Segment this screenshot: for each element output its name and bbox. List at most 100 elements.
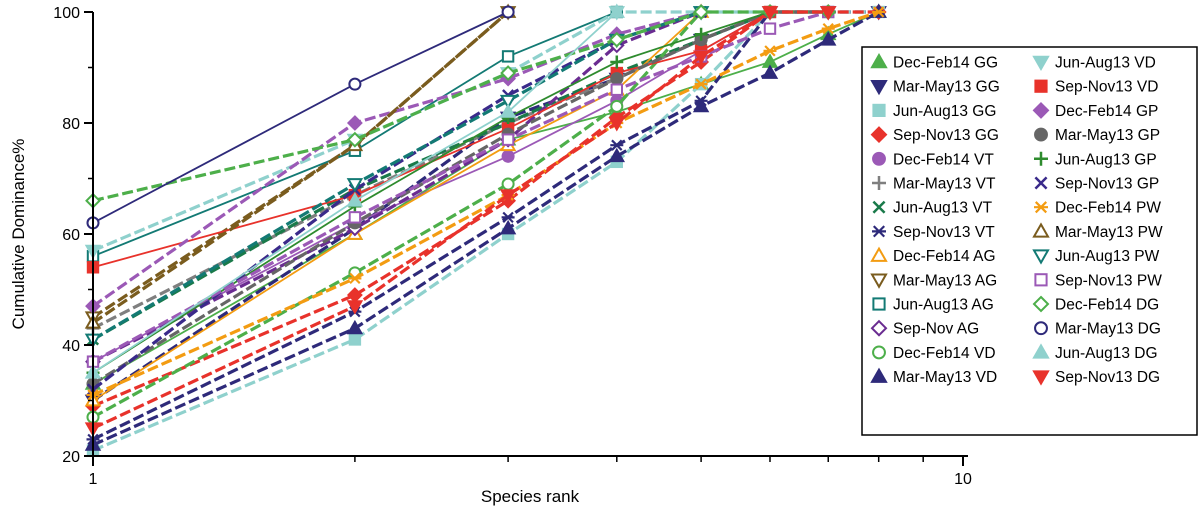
legend-label: Jun-Aug13 GG [893, 103, 996, 120]
legend-label: Dec-Feb14 VD [893, 345, 996, 362]
data-point [820, 31, 837, 46]
legend-entry: Jun-Aug13 VT [872, 200, 993, 217]
series-line [92, 10, 510, 319]
data-point [610, 139, 624, 151]
series-line [92, 10, 880, 397]
legend-marker [870, 52, 888, 69]
legend-entry: Dec-Feb14 DG [1032, 295, 1159, 314]
series-line [92, 10, 771, 341]
x-tick-label: 10 [954, 471, 972, 488]
data-point [694, 27, 708, 41]
data-point [346, 115, 363, 131]
legend-entry: Mar-May13 GP [1034, 127, 1160, 144]
legend-label: Sep-Nov13 GG [893, 127, 999, 144]
series-line [92, 11, 702, 402]
data-point [499, 219, 517, 235]
legend-label: Mar-May13 GP [1055, 127, 1160, 144]
y-tick-label: 60 [62, 227, 80, 244]
legend-marker [870, 319, 888, 337]
legend-entry: Dec-Feb14 VD [872, 345, 996, 362]
data-point [761, 64, 779, 79]
series-line [92, 10, 703, 419]
legend-marker [1032, 55, 1050, 72]
series-7 [86, 5, 777, 346]
series-line [92, 10, 702, 308]
legend-label: Dec-Feb14 DG [1055, 297, 1159, 314]
data-point [610, 83, 623, 96]
data-point [346, 178, 364, 193]
data-point [608, 31, 625, 48]
legend-marker [872, 225, 886, 238]
legend-marker [1034, 201, 1048, 214]
data-point [610, 55, 624, 69]
legend-label: Jun-Aug13 VT [893, 200, 993, 217]
data-point [499, 94, 517, 110]
data-point [763, 22, 777, 35]
series-line [92, 11, 880, 385]
legend-label: Dec-Feb14 GP [1055, 103, 1158, 120]
data-point [610, 99, 624, 113]
legend-marker [872, 345, 886, 360]
data-point [872, 6, 886, 18]
y-tick-label: 80 [62, 116, 80, 133]
legend-label: Sep-Nov13 GP [1055, 176, 1159, 193]
legend-entry: Jun-Aug13 DG [1032, 343, 1158, 362]
legend-marker [870, 126, 888, 144]
series-line [92, 10, 770, 253]
data-point [761, 6, 779, 21]
legend-marker [1034, 127, 1048, 142]
data-point [608, 117, 626, 132]
y-tick-label: 20 [62, 449, 80, 466]
legend-entry: Mar-May13 VD [870, 367, 997, 386]
legend-marker [870, 79, 888, 96]
series-line [92, 11, 509, 224]
legend-entry: Sep-Nov AG [870, 319, 979, 338]
legend-entry: Dec-Feb14 AG [870, 246, 996, 265]
y-tick-label: 100 [53, 5, 80, 22]
data-point [693, 4, 710, 20]
legend-entry: Dec-Feb14 VT [872, 151, 994, 168]
legend-label: Dec-Feb14 GG [893, 55, 998, 72]
legend-entry: Sep-Nov13 PW [1034, 272, 1162, 289]
data-point [820, 6, 837, 21]
legend-marker [1032, 222, 1050, 238]
legend-marker [1032, 249, 1050, 265]
series-28 [84, 6, 837, 437]
legend-entry: Dec-Feb14 PW [1034, 200, 1161, 217]
legend-entry: Dec-Feb14 GP [1032, 101, 1158, 120]
legend-label: Dec-Feb14 PW [1055, 200, 1161, 217]
legend-entry: Jun-Aug13 AG [872, 297, 994, 314]
y-axis-title: Cumulative Dominance% [9, 139, 28, 330]
series-line [92, 11, 771, 374]
data-point [610, 72, 624, 86]
legend-label: Sep-Nov13 VD [1055, 79, 1158, 96]
data-point [500, 65, 517, 81]
legend-label: Jun-Aug13 GP [1055, 151, 1157, 168]
legend-label: Mar-May13 VD [893, 369, 997, 386]
legend-marker [870, 367, 888, 383]
legend-marker [872, 297, 886, 311]
data-point [346, 300, 364, 315]
legend-entry: Mar-May13 DG [1034, 321, 1161, 338]
legend-marker [872, 200, 886, 214]
series-line [92, 11, 772, 441]
data-point [501, 149, 515, 163]
legend-entry: Jun-Aug13 PW [1032, 248, 1160, 265]
legend-entry: Mar-May13 PW [1032, 222, 1163, 241]
series-line [92, 11, 618, 258]
data-point [346, 192, 364, 207]
data-point [346, 131, 363, 148]
legend-label: Jun-Aug13 PW [1055, 248, 1160, 265]
legend-marker [872, 103, 886, 118]
legend-marker [872, 176, 886, 190]
data-point [821, 22, 835, 35]
legend-label: Jun-Aug13 DG [1055, 345, 1158, 362]
legend: Dec-Feb14 GG Mar-May13 GG Jun-Aug13 GG Sep-… [861, 46, 1198, 436]
data-point [608, 147, 626, 163]
data-point [694, 78, 708, 90]
legend-label: Mar-May13 VT [893, 176, 996, 193]
data-point [499, 103, 517, 118]
series-line [92, 10, 702, 391]
legend-label: Sep-Nov13 DG [1055, 369, 1160, 386]
data-point [501, 211, 515, 224]
